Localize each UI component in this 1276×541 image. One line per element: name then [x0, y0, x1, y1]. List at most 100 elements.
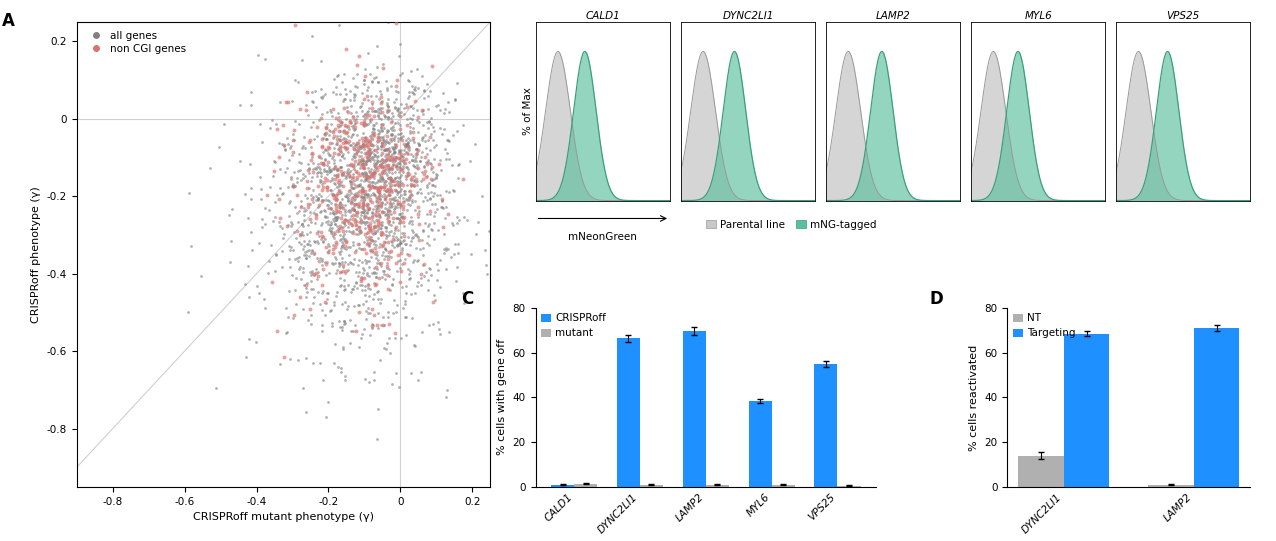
Point	[466, 230, 486, 239]
Point	[380, 175, 401, 183]
Point	[373, 251, 393, 260]
Point	[420, 207, 440, 215]
Point	[348, 202, 369, 210]
Point	[287, 166, 308, 175]
Point	[364, 161, 384, 170]
Point	[353, 198, 374, 207]
Point	[296, 88, 316, 96]
Point	[360, 116, 380, 125]
Point	[351, 157, 371, 166]
Point	[378, 204, 398, 213]
Point	[362, 208, 383, 216]
Point	[365, 263, 385, 272]
Point	[412, 250, 433, 259]
Point	[333, 150, 353, 159]
Point	[370, 160, 390, 169]
Point	[327, 226, 347, 235]
Text: mNeonGreen: mNeonGreen	[568, 232, 637, 242]
Point	[296, 253, 316, 262]
Point	[324, 131, 345, 140]
Point	[345, 118, 365, 127]
Point	[236, 353, 256, 361]
Point	[341, 161, 361, 170]
Point	[362, 269, 383, 278]
Point	[364, 289, 384, 298]
Point	[371, 138, 392, 147]
Point	[355, 110, 375, 119]
Point	[401, 237, 421, 246]
Point	[329, 134, 350, 143]
Point	[278, 156, 299, 164]
Point	[374, 124, 394, 133]
Point	[366, 435, 387, 444]
Point	[360, 155, 380, 164]
Point	[375, 112, 396, 121]
Point	[441, 219, 462, 227]
Point	[404, 231, 425, 240]
Point	[366, 201, 387, 209]
Point	[343, 142, 364, 151]
Point	[319, 203, 339, 212]
Point	[362, 135, 383, 143]
Point	[417, 160, 438, 168]
Point	[369, 197, 389, 206]
Point	[338, 281, 359, 290]
Point	[369, 114, 389, 122]
Point	[448, 160, 468, 169]
Point	[390, 278, 411, 287]
Point	[359, 186, 379, 194]
Point	[389, 219, 410, 227]
Point	[249, 239, 269, 248]
Point	[366, 42, 387, 50]
Point	[436, 155, 457, 163]
Point	[392, 179, 412, 187]
Point	[367, 308, 388, 317]
Point	[385, 174, 406, 182]
Point	[407, 376, 427, 385]
Point	[385, 152, 406, 161]
Point	[337, 161, 357, 169]
Point	[367, 157, 388, 166]
Point	[383, 238, 403, 247]
Point	[401, 102, 421, 110]
Point	[399, 101, 420, 110]
Point	[353, 193, 374, 201]
Point	[357, 113, 378, 121]
Point	[355, 136, 375, 144]
Point	[288, 237, 309, 246]
Point	[371, 160, 392, 169]
Point	[342, 162, 362, 171]
Point	[388, 200, 408, 208]
Bar	[1194, 328, 1239, 487]
Point	[365, 280, 385, 288]
Point	[359, 284, 379, 293]
Point	[406, 144, 426, 153]
Point	[390, 147, 411, 156]
Point	[389, 163, 410, 171]
Point	[412, 196, 433, 205]
Point	[329, 155, 350, 164]
Point	[332, 171, 352, 180]
Point	[308, 196, 328, 204]
Point	[382, 241, 402, 249]
Point	[367, 153, 388, 161]
Point	[361, 168, 382, 177]
Point	[387, 301, 407, 309]
Point	[352, 186, 373, 195]
Point	[277, 221, 297, 230]
Point	[375, 146, 396, 155]
Point	[406, 169, 426, 178]
Point	[378, 261, 398, 270]
Point	[359, 203, 379, 212]
Point	[376, 105, 397, 114]
Point	[426, 169, 447, 178]
Point	[287, 227, 308, 235]
Point	[341, 205, 361, 214]
Point	[390, 149, 411, 158]
Point	[387, 180, 407, 188]
Point	[376, 187, 397, 195]
Point	[369, 184, 389, 193]
Point	[355, 160, 375, 169]
Point	[350, 228, 370, 237]
Point	[348, 240, 369, 248]
